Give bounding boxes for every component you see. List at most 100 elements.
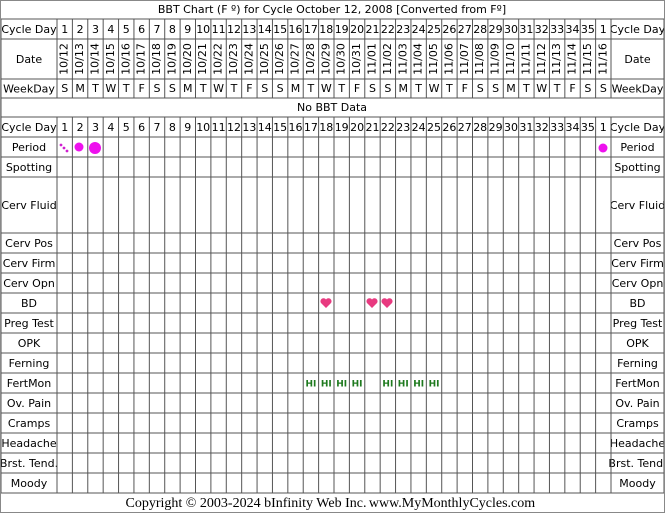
row-label: Date xyxy=(16,53,43,66)
cycle-day: 33 xyxy=(550,121,564,134)
cycle-day: 14 xyxy=(258,23,272,36)
cycle-day: 9 xyxy=(184,121,191,134)
bd-heart xyxy=(381,298,393,308)
date: 10/21 xyxy=(196,43,209,75)
label-cell xyxy=(1,393,57,413)
cycle-day: 6 xyxy=(138,23,145,36)
cycle-day: 10 xyxy=(196,23,210,36)
site-url: www.MyMonthlyCycles.com xyxy=(369,496,535,511)
weekday: S xyxy=(261,82,268,95)
weekday: W xyxy=(536,82,547,95)
fertmon-reading: HI xyxy=(413,380,424,390)
cycle-day: 26 xyxy=(442,121,456,134)
date: 11/16 xyxy=(596,43,609,75)
cycle-day: 8 xyxy=(169,23,176,36)
row-label: Ferning xyxy=(9,357,50,370)
cycle-day: 30 xyxy=(504,121,518,134)
label-cell xyxy=(611,39,664,79)
row-label: Brst. Tend. xyxy=(0,457,58,470)
row-label: OPK xyxy=(18,337,41,350)
row-label: Spotting xyxy=(614,161,660,174)
cycle-day: 3 xyxy=(92,23,99,36)
label-cell xyxy=(611,19,664,39)
row-label: Cerv Firm xyxy=(3,257,56,270)
row-label: Headache xyxy=(1,437,57,450)
row-label: Cramps xyxy=(616,417,659,430)
cycle-day: 6 xyxy=(138,121,145,134)
icons xyxy=(59,142,608,308)
date: 10/30 xyxy=(335,43,348,75)
label-cell xyxy=(1,473,57,493)
cycle-day: 30 xyxy=(504,23,518,36)
label-cell xyxy=(611,79,664,98)
cycle-day: 11 xyxy=(212,23,226,36)
label-cell xyxy=(611,353,664,373)
date: 10/15 xyxy=(104,43,117,75)
cycle-day: 1 xyxy=(61,23,68,36)
date: 10/29 xyxy=(319,43,332,75)
date: 10/19 xyxy=(165,43,178,75)
weekday: F xyxy=(138,82,144,95)
date: 11/07 xyxy=(458,43,471,75)
weekday: T xyxy=(122,82,130,95)
cycle-day: 27 xyxy=(458,23,472,36)
row-label: BD xyxy=(629,297,645,310)
date: 11/08 xyxy=(473,43,486,75)
cycle-day: 23 xyxy=(396,23,410,36)
row-label: WeekDay xyxy=(612,83,664,96)
fertmon-reading: HI xyxy=(398,380,409,390)
cycle-day: 16 xyxy=(289,23,303,36)
date: 10/31 xyxy=(350,43,363,75)
cycle-day: 31 xyxy=(519,121,533,134)
fertmon-reading: HI xyxy=(321,380,332,390)
cycle-day: 32 xyxy=(535,121,549,134)
cycle-day: 2 xyxy=(77,121,84,134)
cycle-day: 25 xyxy=(427,121,441,134)
cycle-day: 21 xyxy=(365,23,379,36)
weekday: M xyxy=(183,82,193,95)
cycle-day: 15 xyxy=(273,121,287,134)
date: 10/26 xyxy=(273,43,286,75)
fertmon-reading: HI xyxy=(429,380,440,390)
row-label: Cerv Pos xyxy=(5,237,53,250)
weekday: S xyxy=(584,82,591,95)
row-label: Cycle Day xyxy=(610,23,665,36)
fertmon-reading: HI xyxy=(352,380,363,390)
date: 11/06 xyxy=(442,43,455,75)
weekday: F xyxy=(462,82,468,95)
row-label: Preg Test xyxy=(613,317,663,330)
date: 10/28 xyxy=(304,43,317,75)
row-label: Date xyxy=(624,53,651,66)
cycle-day: 17 xyxy=(304,121,318,134)
cycle-day: 28 xyxy=(473,121,487,134)
row-label: Cerv Fluid xyxy=(610,199,665,212)
weekday: S xyxy=(492,82,499,95)
label-cell xyxy=(611,293,664,313)
fertmon-reading: HI xyxy=(305,380,316,390)
cycle-day: 20 xyxy=(350,121,364,134)
label-cell xyxy=(1,333,57,353)
weekday: S xyxy=(61,82,68,95)
cycle-day: 23 xyxy=(396,121,410,134)
cycle-day: 1 xyxy=(61,121,68,134)
date: 10/23 xyxy=(227,43,240,75)
label-cell xyxy=(1,157,57,177)
copyright: Copyright © 2003-2024 bInfinity Web Inc. xyxy=(125,496,366,511)
date: 10/17 xyxy=(135,43,148,75)
weekday: S xyxy=(600,82,607,95)
weekday: S xyxy=(477,82,484,95)
cycle-day: 24 xyxy=(412,23,426,36)
cycle-day: 8 xyxy=(169,121,176,134)
label-cell xyxy=(611,177,664,233)
cycle-day: 19 xyxy=(335,23,349,36)
date: 10/14 xyxy=(88,43,101,75)
row-label: Cerv Opn xyxy=(612,277,664,290)
row-label: Cerv Firm xyxy=(611,257,664,270)
label-cell xyxy=(1,433,57,453)
label-cell xyxy=(611,253,664,273)
cycle-day: 31 xyxy=(519,23,533,36)
label-cell xyxy=(1,313,57,333)
label-cell xyxy=(1,373,57,393)
label-cell xyxy=(611,137,664,157)
